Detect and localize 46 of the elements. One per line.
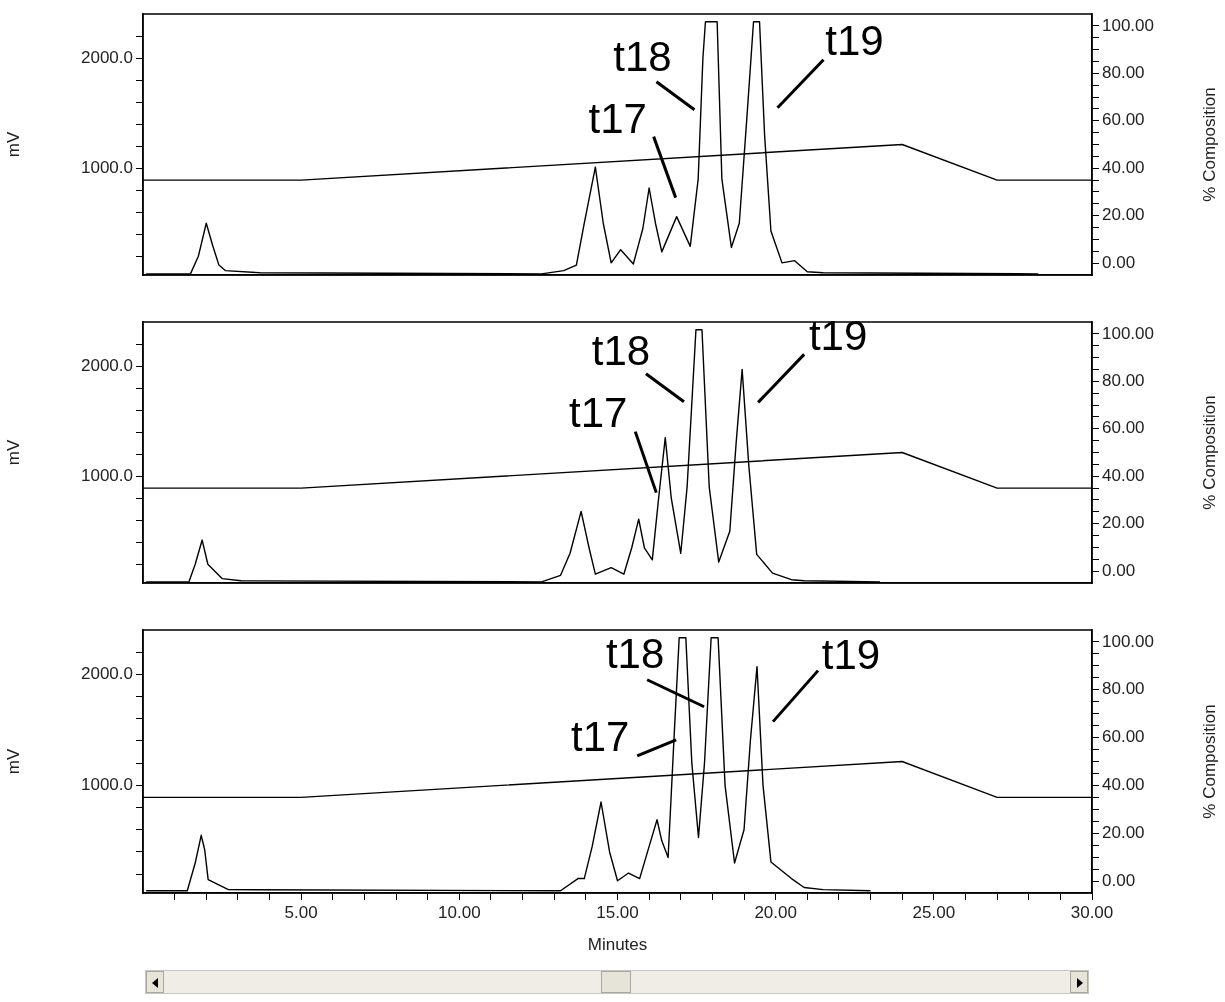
annotation: t19 bbox=[808, 311, 868, 359]
y2-tick-label: 100.00 bbox=[1102, 323, 1154, 343]
y2-tick-label: 40.00 bbox=[1102, 465, 1145, 485]
y2-axis-title: % Composition bbox=[1199, 395, 1219, 510]
y-axis-title: mV bbox=[3, 131, 23, 158]
annotation: t18 bbox=[591, 327, 651, 375]
y2-tick-label: 60.00 bbox=[1102, 110, 1145, 130]
y2-tick-label: 0.00 bbox=[1102, 870, 1136, 890]
y2-tick-label: 20.00 bbox=[1102, 822, 1145, 842]
annotation: t18 bbox=[613, 33, 672, 81]
y-axis-title: mV bbox=[3, 439, 23, 466]
y2-tick-label: 100.00 bbox=[1102, 15, 1154, 35]
annotation: t19 bbox=[821, 631, 881, 679]
annotation: t17 bbox=[570, 713, 630, 761]
annotation: t17 bbox=[569, 389, 628, 437]
x-tick-label: 5.00 bbox=[284, 902, 318, 922]
x-tick-label: 25.00 bbox=[912, 902, 956, 922]
y2-tick-label: 60.00 bbox=[1102, 727, 1145, 747]
y2-tick-label: 60.00 bbox=[1102, 418, 1145, 438]
y2-tick-label: 100.00 bbox=[1102, 631, 1154, 651]
y2-tick-label: 80.00 bbox=[1102, 63, 1145, 83]
y2-axis-title: % Composition bbox=[1199, 87, 1219, 202]
y2-tick-label: 80.00 bbox=[1102, 679, 1145, 699]
y2-tick-label: 20.00 bbox=[1102, 205, 1145, 225]
x-tick-label: 30.00 bbox=[1070, 902, 1114, 922]
annotation: t18 bbox=[605, 630, 665, 678]
x-tick-label: 10.00 bbox=[438, 902, 481, 922]
y2-tick-label: 40.00 bbox=[1102, 775, 1145, 795]
y-tick-label: 2000.0 bbox=[81, 47, 133, 67]
y2-tick-label: 20.00 bbox=[1102, 513, 1145, 533]
x-axis-title: Minutes bbox=[587, 935, 648, 955]
y2-tick-label: 0.00 bbox=[1102, 560, 1136, 580]
y-tick-label: 1000.0 bbox=[81, 157, 133, 177]
y2-tick-label: 0.00 bbox=[1102, 252, 1136, 272]
y-tick-label: 2000.0 bbox=[81, 664, 133, 684]
y-tick-label: 1000.0 bbox=[81, 465, 133, 485]
y2-axis-title: % Composition bbox=[1199, 704, 1219, 819]
x-tick-label: 15.00 bbox=[596, 902, 639, 922]
y-axis-title: mV bbox=[3, 748, 23, 775]
y-tick-label: 2000.0 bbox=[81, 355, 133, 375]
annotation: t17 bbox=[588, 95, 647, 143]
x-tick-label: 20.00 bbox=[754, 902, 797, 922]
y2-tick-label: 40.00 bbox=[1102, 157, 1145, 177]
y-tick-label: 1000.0 bbox=[81, 775, 133, 795]
y2-tick-label: 80.00 bbox=[1102, 371, 1145, 391]
annotation: t19 bbox=[825, 17, 884, 65]
